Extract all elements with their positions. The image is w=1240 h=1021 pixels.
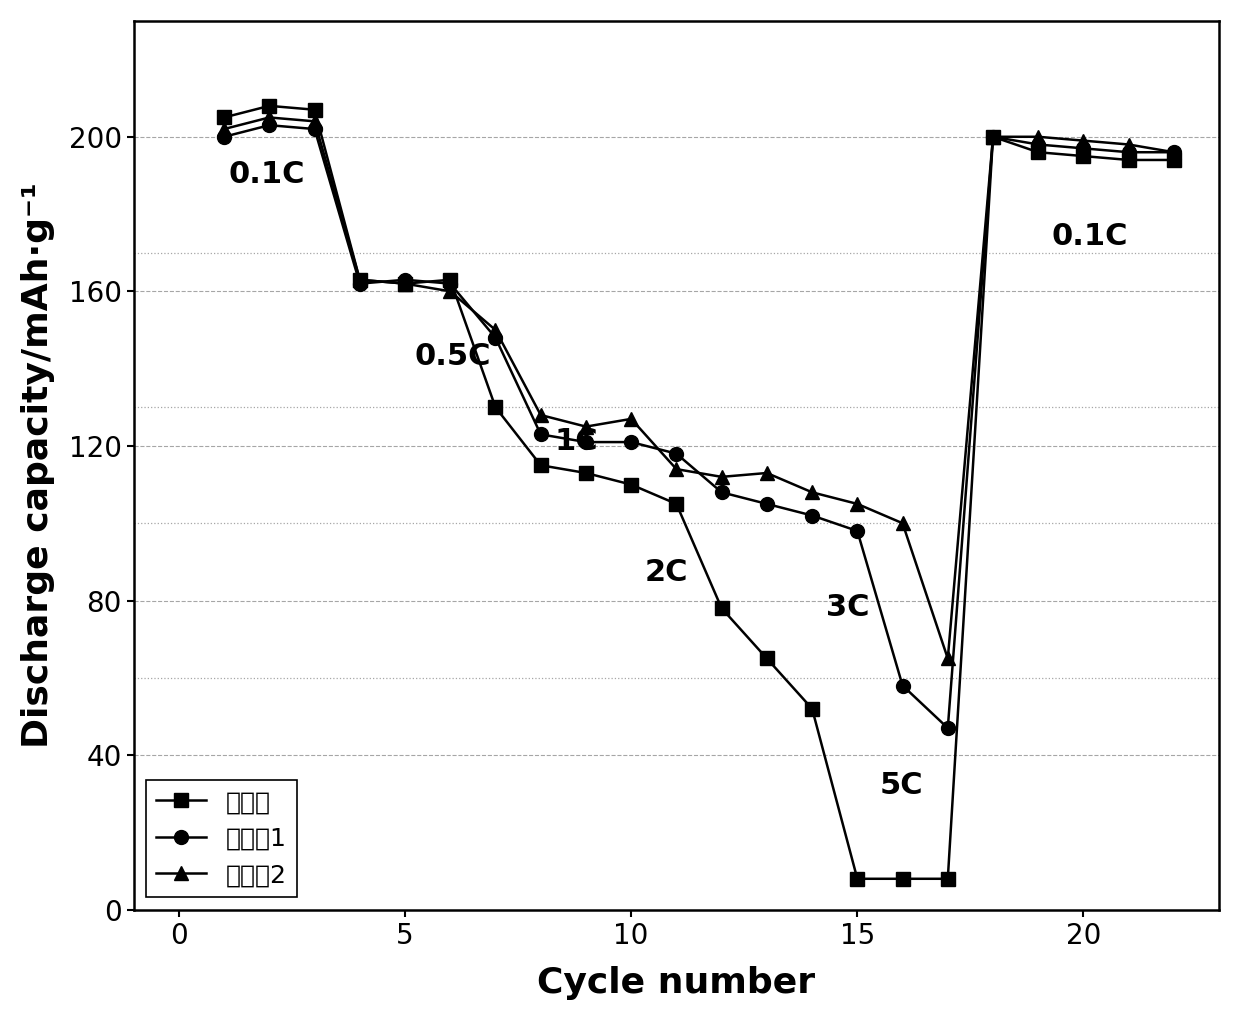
实施例2: [398, 278, 413, 290]
实施例2: [1167, 146, 1182, 158]
Text: 2C: 2C: [645, 558, 688, 587]
实施例2: [217, 123, 232, 135]
对比例: [217, 111, 232, 124]
Text: 0.5C: 0.5C: [414, 342, 491, 371]
实施例1: [308, 123, 322, 135]
实施例2: [759, 467, 774, 479]
对比例: [489, 401, 503, 414]
实施例2: [352, 274, 367, 286]
实施例1: [352, 278, 367, 290]
实施例2: [986, 131, 1001, 143]
对比例: [668, 498, 683, 510]
实施例1: [714, 486, 729, 498]
对比例: [308, 103, 322, 115]
实施例1: [217, 131, 232, 143]
对比例: [398, 278, 413, 290]
实施例1: [986, 131, 1001, 143]
实施例2: [714, 471, 729, 483]
实施例1: [262, 119, 277, 132]
Text: 0.1C: 0.1C: [1052, 222, 1128, 251]
实施例2: [308, 115, 322, 128]
对比例: [849, 873, 864, 885]
Y-axis label: Discharge capacity/mAh·g⁻¹: Discharge capacity/mAh·g⁻¹: [21, 183, 55, 748]
实施例2: [895, 517, 910, 529]
Text: 0.1C: 0.1C: [228, 160, 305, 189]
Line: 实施例2: 实施例2: [217, 110, 1180, 666]
Legend: 对比例, 实施例1, 实施例2: 对比例, 实施例1, 实施例2: [146, 780, 298, 897]
实施例2: [533, 408, 548, 421]
对比例: [533, 459, 548, 472]
对比例: [262, 100, 277, 112]
X-axis label: Cycle number: Cycle number: [537, 966, 816, 1001]
对比例: [895, 873, 910, 885]
实施例2: [1076, 135, 1091, 147]
对比例: [1076, 150, 1091, 162]
对比例: [1030, 146, 1045, 158]
实施例1: [668, 447, 683, 459]
实施例1: [1121, 146, 1136, 158]
实施例1: [895, 679, 910, 691]
实施例1: [849, 525, 864, 537]
实施例2: [668, 463, 683, 475]
对比例: [624, 479, 639, 491]
对比例: [1167, 154, 1182, 166]
实施例2: [1121, 139, 1136, 151]
对比例: [805, 702, 820, 715]
实施例2: [443, 285, 458, 297]
对比例: [940, 873, 955, 885]
实施例1: [759, 498, 774, 510]
对比例: [443, 274, 458, 286]
实施例1: [940, 722, 955, 734]
实施例1: [624, 436, 639, 448]
对比例: [986, 131, 1001, 143]
对比例: [579, 467, 594, 479]
对比例: [759, 652, 774, 665]
实施例2: [940, 652, 955, 665]
实施例1: [805, 509, 820, 522]
实施例2: [262, 111, 277, 124]
Text: 1C: 1C: [554, 427, 598, 455]
Text: 5C: 5C: [880, 771, 924, 799]
实施例1: [579, 436, 594, 448]
实施例1: [1030, 139, 1045, 151]
实施例1: [443, 278, 458, 290]
实施例1: [533, 428, 548, 440]
Line: 实施例1: 实施例1: [217, 118, 1180, 735]
实施例2: [805, 486, 820, 498]
实施例1: [489, 332, 503, 344]
Line: 对比例: 对比例: [217, 99, 1180, 886]
对比例: [714, 602, 729, 615]
实施例2: [849, 498, 864, 510]
实施例2: [624, 412, 639, 425]
实施例1: [398, 274, 413, 286]
对比例: [352, 274, 367, 286]
实施例2: [1030, 131, 1045, 143]
实施例2: [489, 324, 503, 336]
Text: 3C: 3C: [826, 593, 869, 622]
对比例: [1121, 154, 1136, 166]
实施例2: [579, 421, 594, 433]
实施例1: [1167, 146, 1182, 158]
实施例1: [1076, 142, 1091, 154]
